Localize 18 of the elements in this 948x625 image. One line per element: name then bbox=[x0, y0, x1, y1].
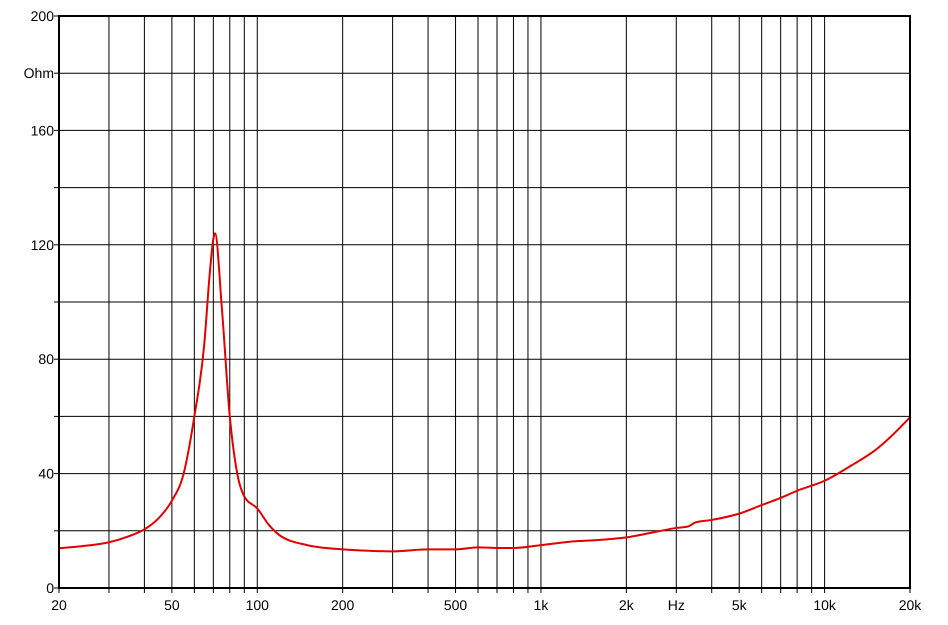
x-tick-label: 200 bbox=[330, 597, 355, 613]
y-tick-label: 40 bbox=[38, 466, 54, 482]
x-tick-label: 5k bbox=[732, 597, 748, 613]
y-tick-label: 0 bbox=[46, 580, 54, 596]
x-tick-label: 1k bbox=[534, 597, 550, 613]
y-axis-title: Ohm bbox=[24, 65, 54, 82]
x-axis-title: Hz bbox=[668, 597, 685, 613]
y-tick-label: 80 bbox=[38, 351, 54, 368]
x-tick-label: 2k bbox=[618, 597, 635, 613]
x-tick-label: 500 bbox=[444, 597, 468, 613]
y-tick-label: 160 bbox=[30, 122, 54, 138]
x-tick-label: 20 bbox=[51, 597, 67, 613]
y-tick-label: 200 bbox=[30, 8, 54, 24]
y-tick-label: 120 bbox=[30, 236, 54, 253]
x-tick-label: 100 bbox=[246, 597, 270, 613]
x-tick-label: 10k bbox=[813, 597, 837, 613]
x-tick-label: 50 bbox=[164, 597, 180, 613]
x-tick-label: 20k bbox=[898, 597, 922, 613]
